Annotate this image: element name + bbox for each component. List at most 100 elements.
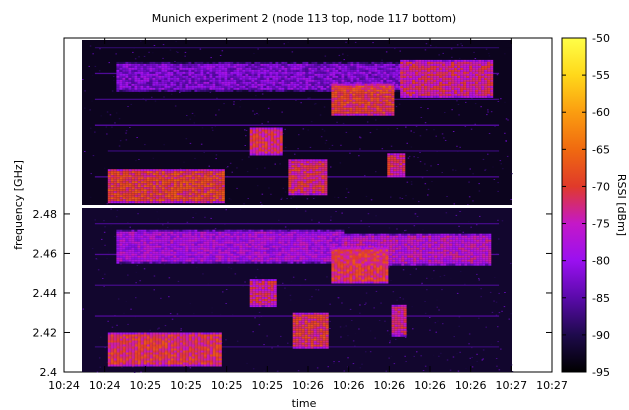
panel-node-117 <box>82 208 514 373</box>
noise-cell <box>499 160 502 162</box>
noise-cell <box>284 128 286 130</box>
noise-cell <box>338 54 341 56</box>
noise-cell <box>284 287 286 289</box>
noise-cell <box>152 52 154 54</box>
noise-cell <box>145 100 147 102</box>
noise-cell <box>369 294 371 296</box>
noise-cell <box>244 281 246 283</box>
noise-cell <box>208 165 210 167</box>
noise-cell <box>193 122 196 124</box>
noise-cell <box>395 106 398 108</box>
noise-cell <box>504 53 506 55</box>
noise-cell <box>478 279 480 281</box>
noise-cell <box>399 297 401 299</box>
noise-cell <box>116 324 118 326</box>
noise-cell <box>451 56 453 58</box>
rssi-burst <box>249 127 283 156</box>
noise-cell <box>331 144 334 146</box>
noise-cell <box>369 132 372 134</box>
noise-cell <box>110 225 112 226</box>
noise-cell <box>497 341 499 343</box>
x-tick-label: 10:25 <box>170 379 202 392</box>
noise-cell <box>239 106 241 108</box>
noise-cell <box>144 144 146 146</box>
channel-band <box>94 124 500 126</box>
noise-cell <box>490 343 492 345</box>
noise-cell <box>148 51 150 53</box>
noise-cell <box>115 53 117 55</box>
noise-cell <box>279 274 281 276</box>
noise-cell <box>405 229 407 231</box>
noise-cell <box>292 276 295 278</box>
x-tick-label: 10:25 <box>129 379 161 392</box>
noise-cell <box>476 360 478 362</box>
noise-cell <box>254 113 256 115</box>
noise-cell <box>501 220 504 222</box>
noise-cell <box>435 331 437 333</box>
x-tick-label: 10:27 <box>536 379 568 392</box>
noise-cell <box>104 167 106 169</box>
noise-cell <box>118 118 121 120</box>
noise-cell <box>365 302 367 304</box>
noise-cell <box>307 129 309 131</box>
noise-cell <box>180 329 182 331</box>
noise-cell <box>373 307 375 309</box>
noise-cell <box>158 327 160 329</box>
noise-cell <box>313 198 315 199</box>
noise-cell <box>497 190 499 192</box>
noise-cell <box>254 317 256 319</box>
noise-cell <box>370 199 373 201</box>
noise-cell <box>494 126 496 127</box>
noise-cell <box>510 199 512 200</box>
noise-cell <box>418 201 420 203</box>
noise-cell <box>266 335 268 337</box>
noise-cell <box>163 96 165 98</box>
noise-cell <box>100 336 102 338</box>
noise-cell <box>427 194 429 196</box>
noise-cell <box>468 221 470 223</box>
noise-cell <box>496 74 499 76</box>
noise-cell <box>388 227 391 229</box>
noise-cell <box>329 328 331 329</box>
noise-cell <box>458 225 460 227</box>
noise-cell <box>507 119 509 121</box>
noise-cell <box>419 161 422 163</box>
noise-cell <box>143 268 146 270</box>
noise-cell <box>290 197 292 199</box>
rssi-burst <box>116 61 402 92</box>
noise-cell <box>317 289 320 291</box>
noise-cell <box>92 53 94 55</box>
noise-cell <box>101 238 103 240</box>
rssi-burst <box>107 169 225 204</box>
noise-cell <box>444 140 447 141</box>
noise-cell <box>267 121 269 123</box>
noise-cell <box>271 227 273 229</box>
noise-cell <box>399 197 401 199</box>
noise-cell <box>261 204 263 206</box>
noise-cell <box>506 155 509 157</box>
noise-cell <box>95 258 98 260</box>
noise-cell <box>504 101 506 103</box>
noise-cell <box>329 303 331 305</box>
noise-cell <box>329 320 331 322</box>
noise-cell <box>154 100 157 102</box>
y-axis-label: frequency [GHz] <box>12 160 25 250</box>
noise-cell <box>387 128 389 130</box>
noise-cell <box>99 357 101 359</box>
noise-cell <box>139 91 141 93</box>
noise-cell <box>294 153 296 155</box>
noise-cell <box>119 327 122 329</box>
noise-cell <box>381 148 384 150</box>
noise-cell <box>91 100 93 102</box>
noise-cell <box>295 99 297 101</box>
noise-cell <box>456 44 459 46</box>
noise-cell <box>113 230 116 232</box>
noise-cell <box>221 50 224 52</box>
noise-cell <box>498 312 501 314</box>
noise-cell <box>115 112 118 114</box>
noise-cell <box>291 51 294 53</box>
noise-cell <box>343 59 345 61</box>
noise-cell <box>207 283 210 285</box>
noise-cell <box>252 331 254 333</box>
noise-cell <box>84 107 86 109</box>
